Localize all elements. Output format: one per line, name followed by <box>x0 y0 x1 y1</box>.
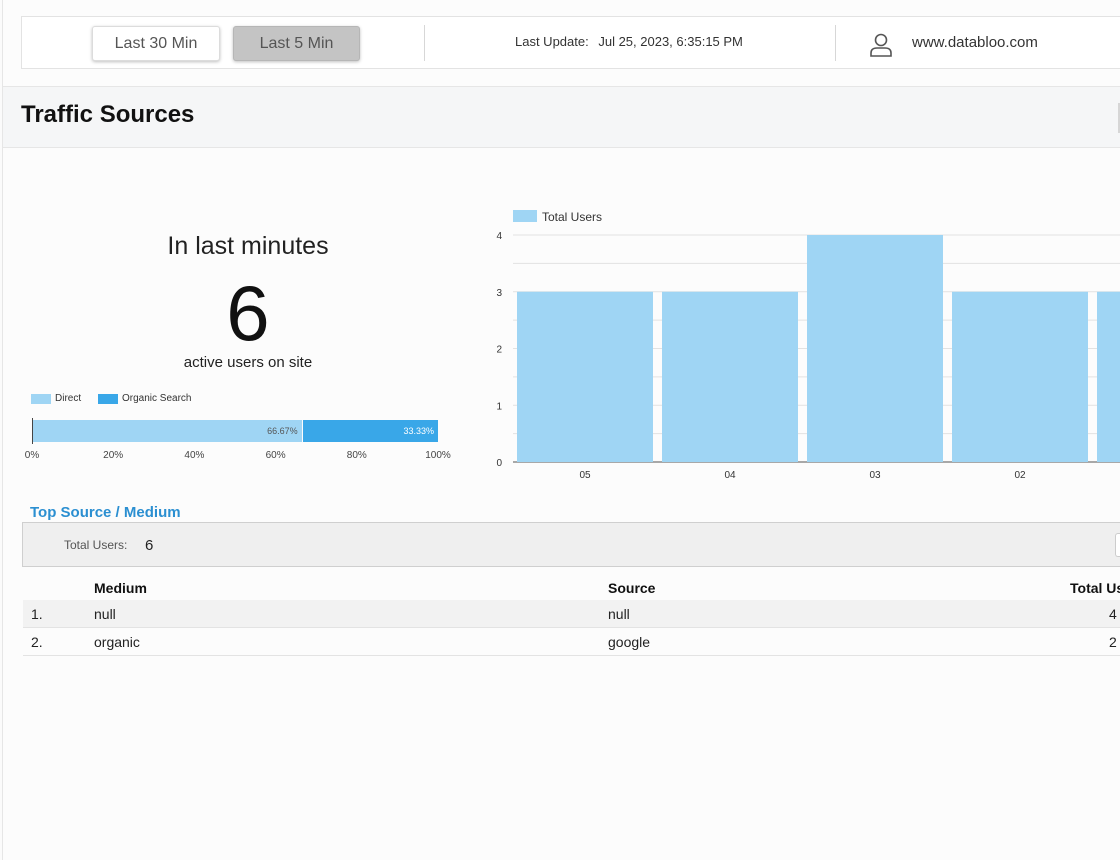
last-update: Last Update: Jul 25, 2023, 6:35:15 PM <box>515 34 743 49</box>
legend-label-direct: Direct <box>55 393 82 404</box>
last-update-label: Last Update: <box>515 34 589 49</box>
y-tick-label: 0 <box>496 458 502 469</box>
legend-swatch-organic <box>98 393 118 404</box>
legend-label-organic: Organic Search <box>122 393 192 404</box>
column-header-source[interactable]: Source <box>608 580 656 596</box>
divider <box>835 25 836 61</box>
table-row[interactable]: 1. null null 4 <box>23 600 1120 628</box>
active-users-heading: In last minutes <box>167 232 329 260</box>
x-tick-label: 05 <box>579 470 591 481</box>
legend-label-total-users: Total Users <box>542 210 602 224</box>
cell-source: null <box>608 606 630 622</box>
header-edge-control <box>1118 103 1120 133</box>
row-index: 2. <box>31 634 43 650</box>
stacked-bar-axis <box>32 418 33 444</box>
stacked-bar: 66.67% 33.33% <box>32 420 438 442</box>
segment-direct: 66.67% <box>32 420 302 442</box>
summary-value: 6 <box>145 537 154 554</box>
column-header-medium[interactable]: Medium <box>94 580 147 596</box>
segment-organic: 33.33% <box>302 420 438 442</box>
y-tick-label: 2 <box>496 345 502 356</box>
last-5-min-button[interactable]: Last 5 Min <box>233 26 360 61</box>
x-tick-label: 20% <box>103 450 124 461</box>
user-icon[interactable] <box>869 32 893 58</box>
table-title[interactable]: Top Source / Medium <box>30 504 181 521</box>
x-tick-label: 03 <box>869 470 881 481</box>
y-tick-label: 4 <box>496 231 502 242</box>
cell-medium: organic <box>94 634 140 650</box>
legend-direct: Direct <box>31 393 81 404</box>
y-tick-label: 1 <box>496 401 502 412</box>
legend-swatch-direct <box>31 393 51 404</box>
summary-control[interactable] <box>1115 533 1120 557</box>
x-tick-label: 02 <box>1014 470 1026 481</box>
table-row[interactable]: 2. organic google 2 <box>23 628 1120 656</box>
x-tick-label: 100% <box>425 450 451 461</box>
cell-medium: null <box>94 606 116 622</box>
legend-swatch-total-users <box>513 210 537 222</box>
column-header-total-users[interactable]: Total Users <box>1070 580 1120 596</box>
x-tick-label: 60% <box>265 450 286 461</box>
bar-01 <box>1097 291 1120 462</box>
summary-label: Total Users: <box>64 538 128 552</box>
total-users-bar-chart: Total Users012340504030201 <box>496 210 1120 481</box>
legend-organic: Organic Search <box>98 393 191 404</box>
table-summary: Total Users: 6 <box>22 522 1120 567</box>
divider <box>424 25 425 61</box>
bar-04 <box>662 291 798 462</box>
top-toolbar: Last 30 Min Last 5 Min Last Update: Jul … <box>21 16 1120 69</box>
bar-05 <box>517 291 653 462</box>
row-index: 1. <box>31 606 43 622</box>
active-users-caption: active users on site <box>183 354 313 371</box>
x-tick-label: 04 <box>724 470 736 481</box>
site-name: www.databloo.com <box>912 34 1038 51</box>
page-title: Traffic Sources <box>21 101 195 128</box>
x-tick-label: 40% <box>184 450 205 461</box>
x-tick-label: 0% <box>24 450 40 461</box>
last-30-min-button[interactable]: Last 30 Min <box>92 26 220 61</box>
cell-total-users: 4 <box>1109 606 1117 622</box>
cell-source: google <box>608 634 651 650</box>
x-tick-label: 80% <box>346 450 367 461</box>
cell-total-users: 2 <box>1109 634 1117 650</box>
section-header: Traffic Sources <box>3 86 1120 148</box>
y-tick-label: 3 <box>496 288 502 299</box>
bar-03 <box>807 235 943 462</box>
last-update-value: Jul 25, 2023, 6:35:15 PM <box>598 34 743 49</box>
active-users-count: 6 <box>226 269 270 357</box>
bar-02 <box>952 291 1088 462</box>
